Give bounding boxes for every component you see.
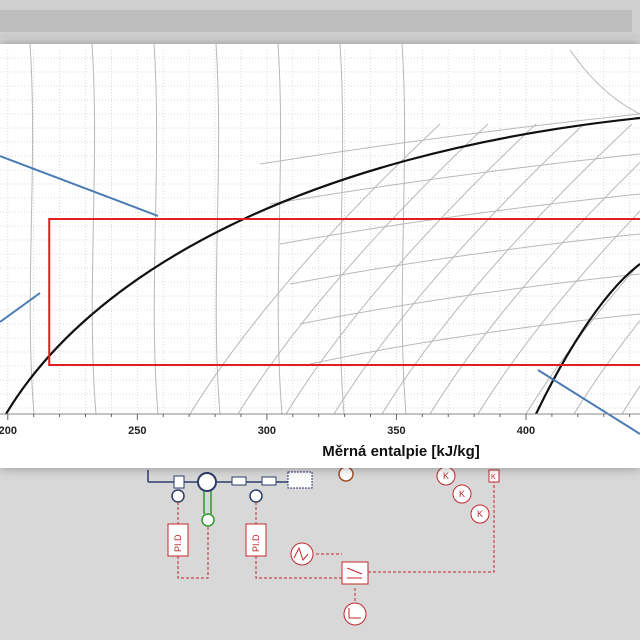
isochore-line bbox=[279, 193, 640, 245]
highlight-rectangle[interactable] bbox=[48, 218, 640, 366]
signal-route bbox=[255, 502, 343, 579]
callout-line bbox=[0, 292, 41, 323]
valve-block[interactable] bbox=[173, 475, 185, 489]
saturation-curve-vapor bbox=[535, 263, 640, 415]
x-tick-label: 400 bbox=[517, 425, 535, 437]
isentrope-line bbox=[381, 123, 633, 415]
isotherm-line bbox=[29, 44, 35, 415]
step-icon bbox=[348, 608, 361, 619]
gain-label: K bbox=[443, 471, 449, 481]
gain-block[interactable] bbox=[452, 484, 472, 504]
gain-block[interactable] bbox=[488, 469, 500, 483]
pipe-segment[interactable] bbox=[261, 476, 277, 486]
x-tick-label: 200 bbox=[0, 425, 17, 437]
isochore-line bbox=[259, 113, 640, 165]
isotherm-line bbox=[569, 49, 640, 115]
isochore-line bbox=[299, 273, 640, 325]
switch-block[interactable] bbox=[341, 561, 369, 585]
isentrope-line bbox=[237, 123, 489, 415]
window-top-bar bbox=[0, 0, 640, 38]
diagram-canvas[interactable]: PI.D PI.D K K K K bbox=[0, 468, 640, 640]
toolbar-strip bbox=[0, 10, 632, 32]
signal-source-icon[interactable] bbox=[290, 542, 314, 566]
isotherm-line bbox=[153, 44, 159, 415]
saturation-curve bbox=[5, 116, 640, 415]
isotherm-line bbox=[277, 44, 283, 415]
isentrope-line bbox=[333, 123, 585, 415]
isentrope-line bbox=[477, 210, 640, 415]
grid bbox=[0, 50, 640, 414]
isochore-line bbox=[289, 233, 640, 285]
sensor-icon[interactable] bbox=[249, 489, 263, 503]
signal-route bbox=[316, 480, 495, 573]
heat-source-icon[interactable] bbox=[338, 468, 354, 482]
tank-icon[interactable] bbox=[287, 471, 313, 489]
ph-chart-panel[interactable]: 200 250 300 350 400 Měrná entalpie [kJ/kg] bbox=[0, 44, 640, 468]
isolines bbox=[29, 44, 640, 415]
isotherm-line bbox=[339, 44, 345, 415]
gain-block[interactable] bbox=[470, 504, 490, 524]
callout-line bbox=[537, 369, 640, 435]
pump-icon[interactable] bbox=[197, 472, 217, 492]
control-diagram: PI.D PI.D K K K K bbox=[147, 468, 500, 626]
isochore-line bbox=[309, 313, 640, 365]
sensor-icon[interactable] bbox=[171, 489, 185, 503]
signal-route bbox=[177, 502, 209, 579]
callout-line bbox=[0, 155, 159, 217]
isotherm-line bbox=[91, 44, 97, 415]
isentrope-line bbox=[525, 262, 640, 415]
isentrope-line bbox=[621, 385, 640, 415]
x-axis-label: Měrná entalpie [kJ/kg] bbox=[322, 443, 480, 460]
isochore-line bbox=[269, 153, 640, 205]
isotherm-line bbox=[401, 44, 407, 415]
isentrope-line bbox=[285, 123, 537, 415]
x-axis: 200 250 300 350 400 bbox=[0, 413, 640, 437]
pid-block-label: PI.D bbox=[251, 534, 261, 552]
gain-block[interactable] bbox=[436, 468, 456, 486]
pipe-segment[interactable] bbox=[231, 476, 247, 486]
x-tick-label: 350 bbox=[387, 425, 405, 437]
pressure-enthalpy-chart: 200 250 300 350 400 Měrná entalpie [kJ/kg] bbox=[0, 44, 640, 460]
waveform-icon bbox=[293, 546, 309, 562]
isentrope-line bbox=[189, 123, 441, 415]
pid-block-label: PI.D bbox=[173, 534, 183, 552]
speed-sensor-icon[interactable] bbox=[201, 513, 215, 527]
gain-label: K bbox=[459, 489, 465, 499]
gain-label: K bbox=[477, 509, 483, 519]
isentrope-line bbox=[429, 161, 640, 415]
x-tick-label: 300 bbox=[258, 425, 276, 437]
x-tick-label: 250 bbox=[128, 425, 146, 437]
switch-icon bbox=[346, 567, 363, 579]
step-source-icon[interactable] bbox=[343, 602, 367, 626]
isotherm-line bbox=[215, 44, 221, 415]
gain-label: K bbox=[491, 474, 496, 481]
isentrope-line bbox=[573, 319, 640, 415]
